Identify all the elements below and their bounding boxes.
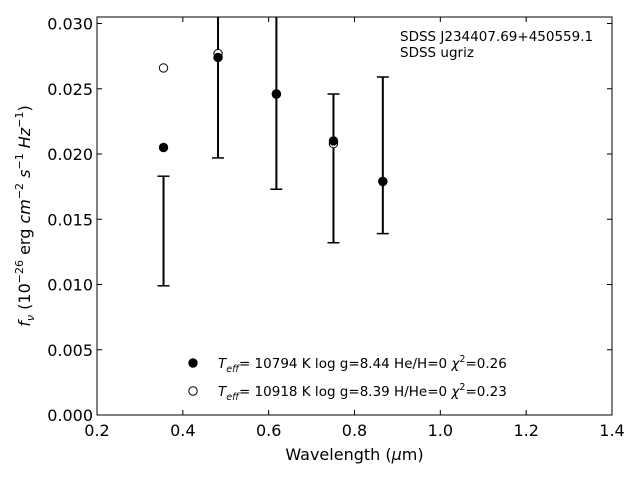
y-tick-label: 0.010 (47, 276, 93, 295)
x-tick-label: 0.2 (84, 421, 109, 440)
legend-marker-filled (188, 358, 198, 368)
model-point-filled (158, 142, 169, 153)
x-axis: 0.2 0.4 0.6 0.8 1.0 1.2 1.4 (84, 17, 625, 440)
model-point-filled (328, 136, 339, 146)
y-tick-label: 0.020 (47, 145, 93, 164)
x-tick-label: 0.4 (170, 421, 195, 440)
survey-annotation: SDSS ugriz (400, 45, 474, 61)
y-axis-label: fν (10−26 erg cm−2 s−1 Hz−1) (13, 105, 37, 326)
y-tick-label: 0.000 (47, 406, 93, 425)
data-marks (157, 17, 389, 287)
x-axis-label: Wavelength (μm) (285, 445, 423, 464)
legend: Teff= 10794 K log g=8.44 He/H=0 χ2=0.26 … (188, 354, 507, 403)
model-point-filled (378, 176, 388, 187)
x-tick-label: 1.4 (599, 421, 624, 440)
legend-label-db: Teff= 10918 K log g=8.39 H/He=0 χ2=0.23 (218, 382, 507, 403)
model-point-open (158, 63, 169, 73)
y-tick-label: 0.005 (47, 341, 93, 360)
y-tick-label: 0.025 (47, 80, 93, 99)
x-tick-label: 1.2 (513, 421, 538, 440)
object-name-annotation: SDSS J234407.69+450559.1 (400, 29, 593, 45)
x-tick-label: 0.6 (256, 421, 281, 440)
y-axis: 0.000 0.005 0.010 0.015 0.020 0.025 0.030 (47, 15, 612, 425)
x-tick-label: 0.8 (342, 421, 367, 440)
clipped-marks (157, 17, 389, 287)
legend-marker-open (188, 386, 198, 396)
x-tick-label: 1.0 (428, 421, 453, 440)
model-point-filled (213, 52, 223, 63)
y-tick-label: 0.015 (47, 210, 93, 229)
legend-label-da: Teff= 10794 K log g=8.44 He/H=0 χ2=0.26 (218, 354, 507, 375)
model-point-filled (271, 89, 282, 99)
y-tick-label: 0.030 (47, 15, 93, 34)
